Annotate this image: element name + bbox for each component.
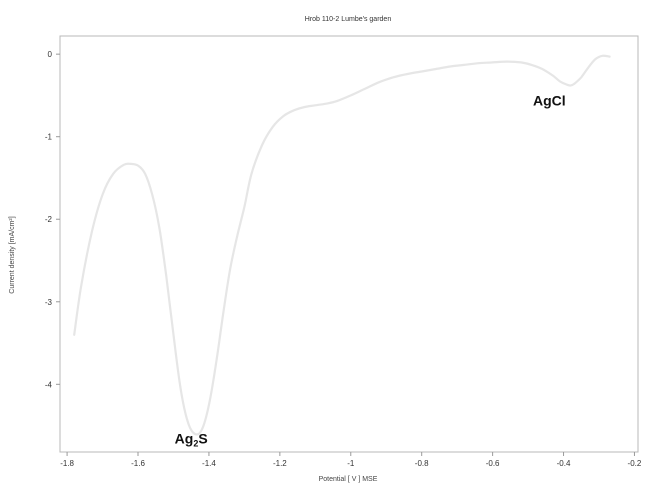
series-line — [73, 54, 611, 436]
plot-frame — [59, 35, 639, 453]
annotations: Ag2S AgCl — [175, 92, 566, 448]
x-axis-title: Potential [ V ] MSE — [319, 476, 378, 483]
x-tick-label: -1.8 — [60, 459, 74, 468]
annotation-label: Ag2S — [175, 431, 208, 449]
y-axis: 0 -1 -2 -3 -4 — [45, 50, 60, 389]
y-tick-label: -3 — [45, 298, 53, 307]
x-tick-label: -1.6 — [131, 459, 145, 468]
chart-title: Hrob 110-2 Lumbe's garden — [305, 16, 392, 23]
y-tick-label: -4 — [45, 380, 53, 389]
x-tick-label: -1.4 — [202, 459, 216, 468]
annotation-label: AgCl — [533, 92, 566, 108]
x-tick-label: -0.6 — [486, 459, 500, 468]
y-tick-label: -2 — [45, 215, 53, 224]
x-tick-label: -1.2 — [273, 459, 287, 468]
x-tick-label: -0.2 — [628, 459, 642, 468]
x-tick-label: -0.8 — [415, 459, 429, 468]
y-axis-title: Current density [mA/cm²] — [9, 216, 16, 293]
x-axis: -1.8 -1.6 -1.4 -1.2 -1 -0.8 -0.6 -0.4 -0.2 — [60, 452, 642, 468]
x-tick-label: -1 — [347, 459, 355, 468]
y-tick-label: 0 — [48, 50, 53, 59]
y-tick-label: -1 — [45, 133, 53, 142]
x-tick-label: -0.4 — [557, 459, 571, 468]
